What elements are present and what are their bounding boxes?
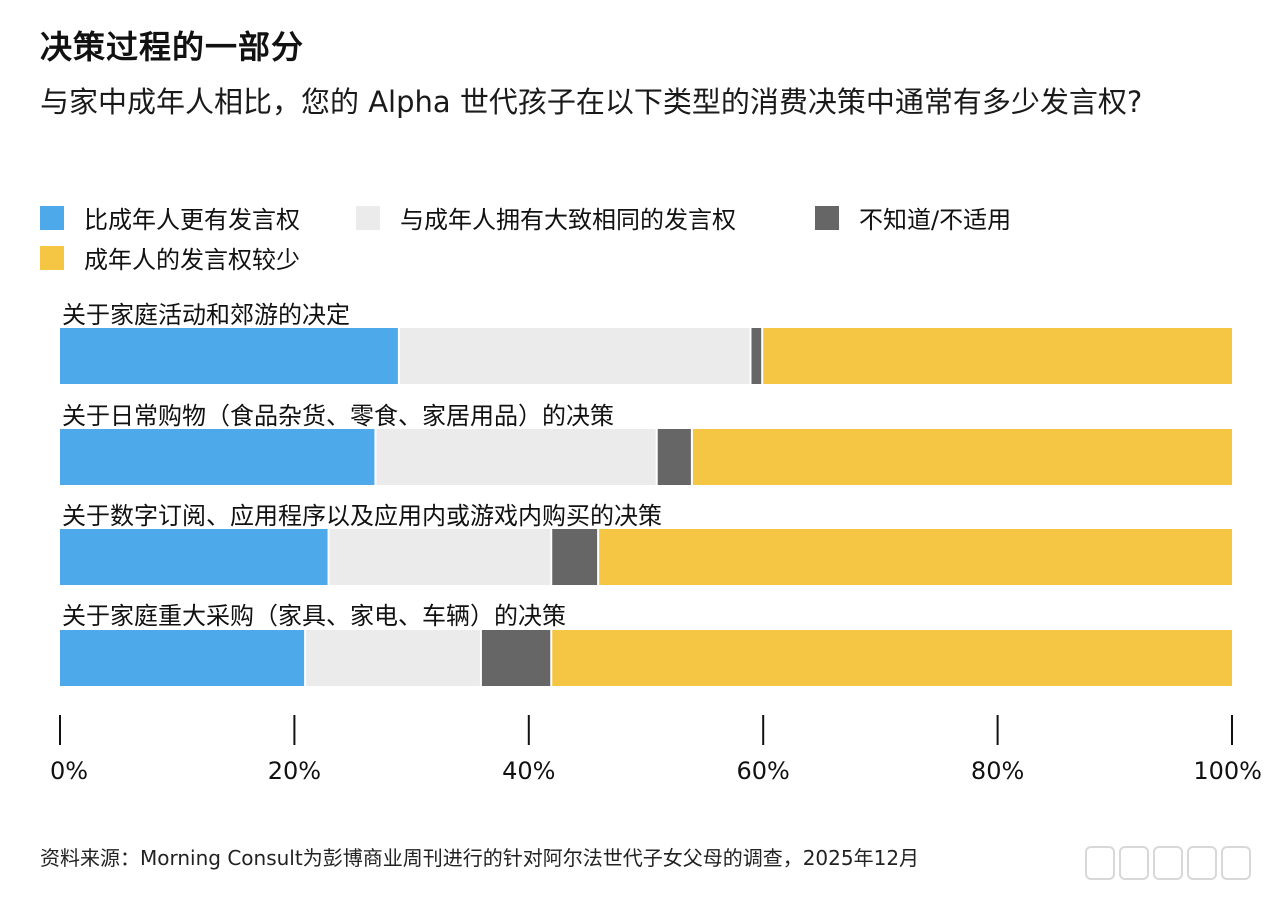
- row-label-3: 关于数字订阅、应用程序以及应用内或游戏内购买的决策: [62, 502, 662, 530]
- row-label-1: 关于家庭活动和郊游的决定: [62, 301, 350, 329]
- legend-item-same: 与成年人拥有大致相同的发言权: [356, 200, 736, 235]
- legend-label-more: 比成年人更有发言权: [84, 206, 300, 234]
- row-label-2: 关于日常购物（食品杂货、零食、家居用品）的决策: [62, 402, 614, 430]
- chart-subtitle: 与家中成年人相比，您的 Alpha 世代孩子在以下类型的消费决策中通常有多少发言…: [40, 85, 1143, 119]
- watermark-box-icon: [1119, 846, 1149, 880]
- bar-segment-more-row-2: [60, 429, 375, 485]
- legend-label-dontknow: 不知道/不适用: [859, 206, 1012, 234]
- legend-swatch-same: [356, 205, 380, 230]
- bar-segment-less-row-4: [552, 630, 1232, 686]
- legend-item-dontknow: 不知道/不适用: [815, 200, 1011, 235]
- watermark-box-icon: [1153, 846, 1183, 880]
- x-tick-label: 80%: [971, 757, 1024, 785]
- x-tick-label: 40%: [502, 757, 555, 785]
- watermark-box-icon: [1085, 846, 1115, 880]
- bar-segment-dontknow-row-3: [552, 529, 598, 585]
- chart-title: 决策过程的一部分: [40, 28, 305, 66]
- legend-swatch-less: [40, 245, 64, 270]
- watermark-box-icon: [1187, 846, 1217, 880]
- watermark-logo: [1085, 843, 1260, 883]
- bar-segment-less-row-3: [599, 529, 1232, 585]
- legend-swatch-more: [40, 205, 64, 230]
- bar-segment-less-row-1: [763, 328, 1232, 384]
- watermark-box-icon: [1221, 846, 1251, 880]
- bar-segment-dontknow-row-1: [751, 328, 762, 384]
- bar-segment-more-row-3: [60, 529, 328, 585]
- bar-segment-same-row-2: [376, 429, 656, 485]
- legend-swatch-dontknow: [815, 205, 839, 230]
- bar-segment-more-row-4: [60, 630, 305, 686]
- bar-segment-less-row-2: [692, 429, 1232, 485]
- source-note: 资料来源：Morning Consult为彭博商业周刊进行的针对阿尔法世代子女父…: [40, 846, 920, 870]
- bar-segment-same-row-1: [399, 328, 750, 384]
- row-label-4: 关于家庭重大采购（家具、家电、车辆）的决策: [62, 602, 566, 630]
- x-tick-label: 60%: [737, 757, 790, 785]
- legend-item-less: 成年人的发言权较少: [40, 240, 300, 275]
- x-tick-label: 0%: [50, 757, 88, 785]
- legend-item-more: 比成年人更有发言权: [40, 200, 300, 235]
- x-tick-label: 100%: [1193, 757, 1262, 785]
- bar-segment-more-row-1: [60, 328, 398, 384]
- bar-segment-dontknow-row-2: [657, 429, 691, 485]
- bar-segment-dontknow-row-4: [481, 630, 551, 686]
- bar-segment-same-row-4: [306, 630, 480, 686]
- legend-label-less: 成年人的发言权较少: [84, 246, 300, 274]
- bar-segment-same-row-3: [329, 529, 551, 585]
- legend-label-same: 与成年人拥有大致相同的发言权: [400, 206, 736, 234]
- x-tick-label: 20%: [268, 757, 321, 785]
